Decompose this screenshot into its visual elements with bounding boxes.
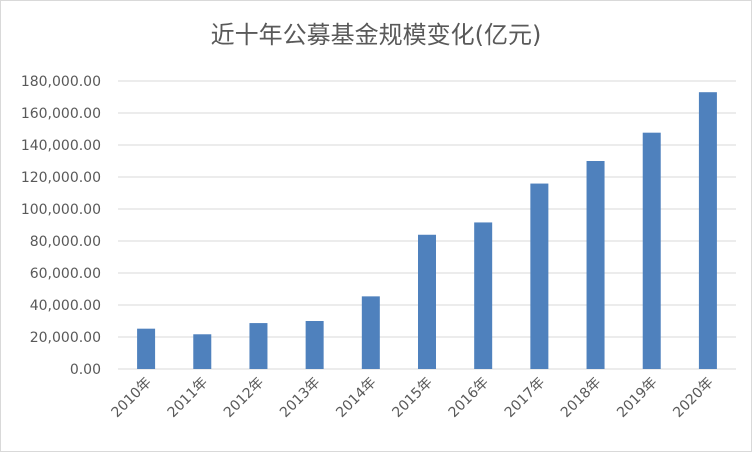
y-tick-label: 80,000.00	[30, 234, 101, 250]
x-tick-label: 2019年	[614, 375, 660, 421]
x-tick-label: 2014年	[333, 375, 379, 421]
x-tick-label: 2011年	[165, 375, 211, 421]
y-tick-label: 140,000.00	[21, 138, 101, 154]
chart-title: 近十年公募基金规模变化(亿元)	[210, 21, 542, 49]
bar	[418, 234, 436, 369]
bar	[137, 328, 156, 369]
bar	[474, 222, 493, 369]
x-tick-label: 2012年	[221, 375, 267, 421]
bar	[530, 183, 549, 369]
y-tick-label: 20,000.00	[30, 330, 101, 346]
bar	[642, 132, 661, 369]
bar	[305, 321, 324, 369]
y-tick-label: 160,000.00	[21, 106, 101, 122]
y-tick-label: 180,000.00	[21, 74, 101, 90]
bar	[361, 296, 380, 369]
x-tick-label: 2017年	[502, 375, 548, 421]
bar	[698, 92, 717, 369]
y-tick-label: 40,000.00	[30, 298, 101, 314]
y-tick-label: 120,000.00	[21, 170, 101, 186]
y-tick-label: 100,000.00	[21, 202, 101, 218]
x-tick-label: 2015年	[389, 375, 435, 421]
y-tick-label: 0.00	[70, 362, 101, 378]
y-tick-label: 60,000.00	[30, 266, 101, 282]
bar	[586, 161, 605, 369]
x-tick-label: 2016年	[446, 375, 492, 421]
x-tick-label: 2018年	[558, 375, 604, 421]
x-tick-label: 2020年	[670, 375, 716, 421]
x-tick-label: 2013年	[277, 375, 323, 421]
bar	[249, 323, 268, 369]
x-tick-label: 2010年	[109, 375, 155, 421]
bar	[193, 334, 212, 369]
